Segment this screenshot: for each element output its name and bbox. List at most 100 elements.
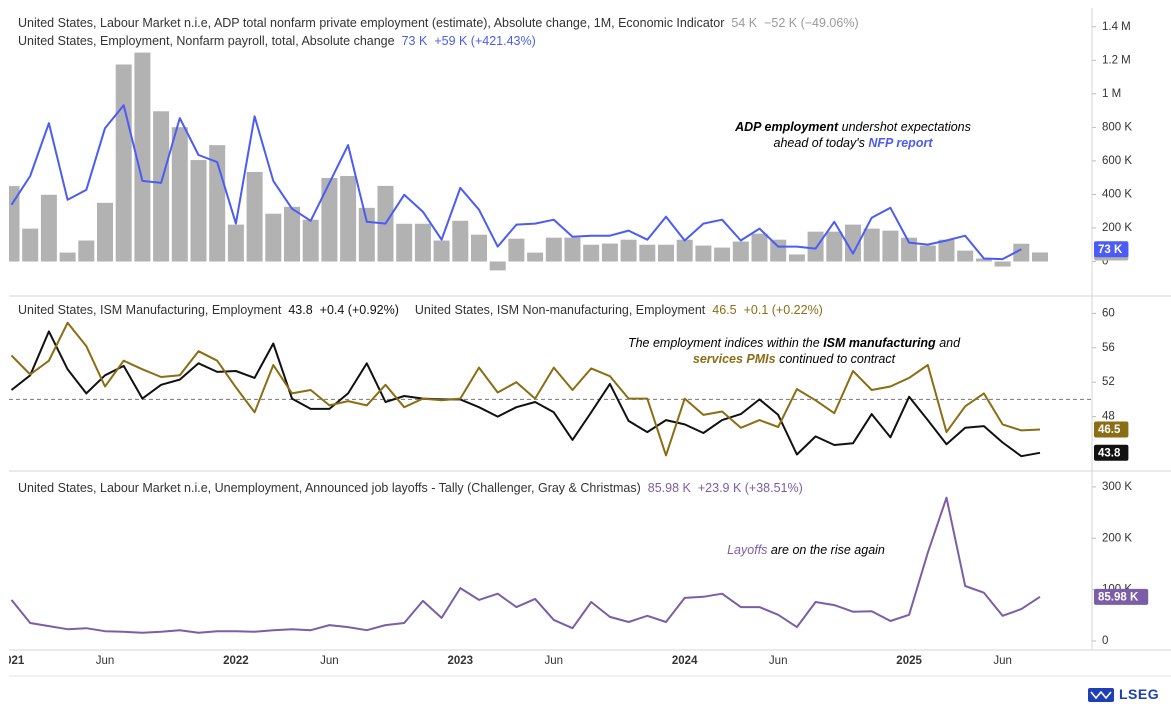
- x-tick-label: Jun: [993, 655, 1012, 667]
- value-tag-label: 46.5: [1098, 424, 1121, 436]
- annotation: The employment indices within the ISM ma…: [596, 335, 992, 367]
- bar: [78, 240, 95, 262]
- annotation-text: NFP report: [868, 136, 933, 150]
- x-tick-label: Jun: [96, 655, 115, 667]
- bar: [994, 261, 1011, 267]
- bar: [751, 233, 768, 262]
- bar: [489, 261, 506, 271]
- legend-stat: 85.98 K: [647, 481, 691, 495]
- legend-stat: +59 K (+421.43%): [434, 34, 536, 48]
- bar: [601, 243, 618, 262]
- bar: [695, 245, 712, 262]
- bar: [59, 252, 76, 262]
- bar: [340, 175, 357, 262]
- legend-item: United States, Employment, Nonfarm payro…: [18, 34, 859, 48]
- bar: [527, 252, 544, 262]
- brand-logo: [1088, 688, 1114, 702]
- y-tick-label: 1 M: [1102, 88, 1121, 100]
- bar: [396, 223, 413, 262]
- annotation-text: undershot expectations: [841, 120, 971, 134]
- bar: [564, 237, 581, 262]
- y-tick-label: 400 K: [1102, 188, 1132, 200]
- annotation-text: Layoffs: [727, 543, 768, 557]
- legend: United States, Labour Market n.i.e, ADP …: [18, 16, 859, 48]
- annotation: Layoffs are on the rise again: [686, 542, 926, 558]
- bar: [190, 160, 207, 262]
- y-tick-label: 600 K: [1102, 155, 1132, 167]
- annotation-text: ISM manufacturing: [823, 336, 936, 350]
- y-tick-label: 1.4 M: [1102, 21, 1131, 33]
- y-tick-label: 56: [1102, 342, 1115, 354]
- value-tag-label: 73 K: [1098, 244, 1123, 256]
- line: [10, 496, 1041, 634]
- annotation-text: and: [939, 336, 961, 350]
- y-tick-label: 60: [1102, 307, 1115, 319]
- annotation-text: are on the rise again: [770, 543, 885, 557]
- bar: [1032, 252, 1048, 262]
- bar: [265, 213, 282, 262]
- legend-stat: −52 K (−49.06%): [764, 16, 859, 30]
- annotation-text: continued to contract: [779, 352, 896, 366]
- value-tag: [1094, 444, 1129, 461]
- bar: [97, 202, 113, 262]
- x-tick-label: 2022: [223, 655, 249, 667]
- bar: [620, 239, 637, 262]
- legend-stat: +0.4 (+0.92%): [319, 303, 399, 317]
- line: [10, 321, 1041, 457]
- bar: [676, 239, 693, 262]
- bar: [732, 241, 749, 262]
- bar: [583, 244, 600, 262]
- bar: [471, 234, 487, 262]
- line: [10, 104, 1022, 261]
- value-tag: [1094, 241, 1129, 258]
- legend: United States, ISM Manufacturing, Employ…: [18, 303, 823, 317]
- brand: LSEG: [1119, 686, 1160, 702]
- x-tick-label: Jun: [769, 655, 788, 667]
- bar: [134, 52, 151, 262]
- bar: [284, 206, 300, 262]
- x-tick-label: 2024: [672, 655, 698, 667]
- legend-item: United States, Labour Market n.i.e, Unem…: [18, 481, 803, 495]
- value-tag-label: 43.8: [1098, 447, 1121, 459]
- y-tick-label: 0: [1102, 256, 1108, 268]
- bar: [414, 223, 431, 262]
- legend-label: United States, ISM Non-manufacturing, Em…: [414, 303, 706, 317]
- bar: [658, 244, 674, 262]
- x-tick-label: 2025: [896, 655, 922, 667]
- bar: [826, 231, 843, 262]
- y-tick-label: 0: [1102, 635, 1108, 647]
- x-tick-label: Jun: [320, 655, 339, 667]
- bar: [807, 231, 824, 262]
- x-tick-label: Jun: [545, 655, 564, 667]
- legend-label: United States, Labour Market n.i.e, Unem…: [18, 481, 641, 495]
- bar: [919, 245, 936, 262]
- legend: United States, Labour Market n.i.e, Unem…: [18, 481, 803, 495]
- y-tick-label: 52: [1102, 376, 1115, 388]
- bar: [975, 258, 992, 262]
- legend-item: United States, ISM Manufacturing, Employ…: [18, 303, 399, 317]
- bar: [508, 238, 525, 262]
- annotation-text: ahead of today's: [773, 136, 865, 150]
- bar: [545, 237, 562, 262]
- value-tag: [1094, 588, 1149, 605]
- line: [10, 330, 1041, 458]
- legend-item: United States, ISM Non-manufacturing, Em…: [415, 303, 823, 317]
- bar: [358, 207, 375, 262]
- annotation: ADP employment undershot expectations ahe…: [700, 119, 1006, 151]
- legend-stat: 46.5: [712, 303, 737, 317]
- annotation-text: ADP employment: [735, 120, 839, 134]
- legend-stat: +0.1 (+0.22%): [743, 303, 823, 317]
- legend-stat: +23.9 K (+38.51%): [697, 481, 803, 495]
- bar: [938, 239, 955, 262]
- bar: [40, 194, 57, 262]
- legend-stat: 43.8: [288, 303, 313, 317]
- legend-stat: 73 K: [401, 34, 428, 48]
- annotation-text: services PMIs: [692, 352, 776, 366]
- value-tag-label: 85.98 K: [1098, 591, 1139, 603]
- bar: [788, 254, 805, 262]
- bar: [863, 228, 880, 262]
- bar: [1013, 243, 1030, 262]
- plot-area: 2021 Jun 2022 Jun 2023 Jun 2024 Jun 2025 Jun: [0, 52, 1092, 667]
- x-tick-label: 2021: [0, 655, 25, 667]
